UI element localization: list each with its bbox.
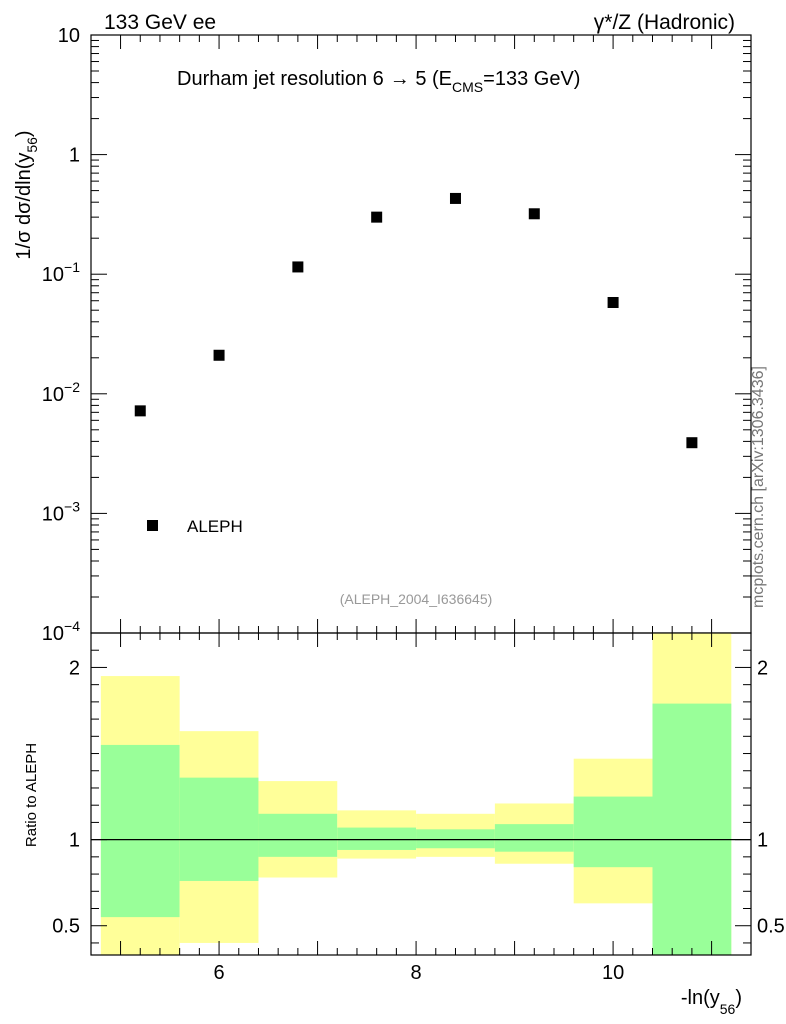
data-point-0 [134, 405, 146, 417]
ratio-inner-band-4 [416, 829, 495, 849]
ratio-y-tick-label-0: 0.5 [52, 916, 80, 938]
ratio-frame [90, 632, 752, 956]
data-point-4 [449, 192, 461, 204]
ratio-y-tick-label-right-2: 2 [757, 657, 768, 679]
x-tick-label-0: 6 [213, 962, 224, 984]
data-point-1 [213, 349, 225, 361]
data-points [134, 192, 698, 449]
xlabel-main: -ln(y [681, 987, 720, 1009]
side-label: mcplots.cern.ch [arXiv:1306.3436] [750, 366, 767, 608]
legend-label: ALEPH [187, 517, 243, 536]
legend-marker [147, 520, 158, 531]
title-main: Durham jet resolution 6 [177, 68, 384, 90]
analysis-label: (ALEPH_2004_I636645) [340, 591, 493, 607]
y-tick-label-4: 10−3 [42, 498, 80, 525]
ratio-panel: 0.5 0.5 1 1 2 2 6 8 10 Ratio to ALEPH [23, 632, 785, 984]
main-axes: 10 1 10−1 10−2 10−3 10−4 [42, 25, 751, 645]
title-subscript: CMS [452, 79, 483, 95]
ratio-inner-band-7 [652, 703, 732, 955]
ylabel-subscript: 56 [24, 137, 40, 153]
xlabel-end: ) [735, 987, 742, 1009]
main-frame [90, 34, 752, 634]
y-tick-label-5: 10−4 [42, 618, 80, 645]
y-tick-label-3: 10−2 [42, 379, 80, 406]
x-axis-label: -ln(y56) [681, 987, 742, 1017]
title-tail-end: =133 GeV) [483, 68, 580, 90]
x-tick-label-2: 10 [602, 962, 624, 984]
ratio-y-tick-label-1: 1 [69, 830, 80, 852]
y-axis-label: 1/σ dσ/dln(y56) [13, 130, 40, 259]
main-panel: 10 1 10−1 10−2 10−3 10−4 Durham jet resolutio… [13, 25, 752, 645]
header-energy-label: 133 GeV ee [104, 11, 216, 34]
ratio-axes: 0.5 0.5 1 1 2 2 6 8 10 [52, 632, 785, 984]
header-process-label: γ*/Z (Hadronic) [594, 11, 735, 34]
ratio-inner-band-2 [258, 813, 338, 857]
ratio-bands [100, 633, 732, 955]
data-point-2 [292, 261, 304, 273]
chart-title: Durham jet resolution 6 → 5 (ECMS=133 GeV… [177, 68, 580, 95]
ratio-y-tick-label-right-1: 1 [757, 830, 768, 852]
data-point-6 [607, 296, 619, 308]
ratio-inner-band-5 [494, 824, 574, 852]
data-point-7 [686, 437, 698, 449]
ratio-y-tick-label-2: 2 [69, 657, 80, 679]
y-tick-label-2: 10−1 [42, 259, 80, 286]
title-tail: 5 (E [410, 68, 452, 90]
data-point-5 [528, 208, 540, 220]
ratio-y-axis-label: Ratio to ALEPH [23, 743, 40, 847]
ratio-inner-band-6 [573, 796, 653, 868]
x-tick-label-1: 8 [411, 962, 422, 984]
xlabel-subscript: 56 [720, 1001, 736, 1017]
ratio-inner-band-1 [179, 777, 259, 881]
y-tick-label-1: 1 [69, 145, 80, 167]
ylabel-end: ) [13, 130, 35, 137]
ratio-inner-band-0 [100, 744, 180, 918]
title-arrow: → [390, 68, 410, 90]
ylabel-main: 1/σ dσ/dln(y [13, 153, 35, 260]
y-tick-label-0: 10 [58, 25, 80, 47]
ratio-inner-band-3 [337, 827, 417, 850]
data-point-3 [371, 211, 383, 223]
ratio-y-tick-label-right-0: 0.5 [757, 916, 785, 938]
